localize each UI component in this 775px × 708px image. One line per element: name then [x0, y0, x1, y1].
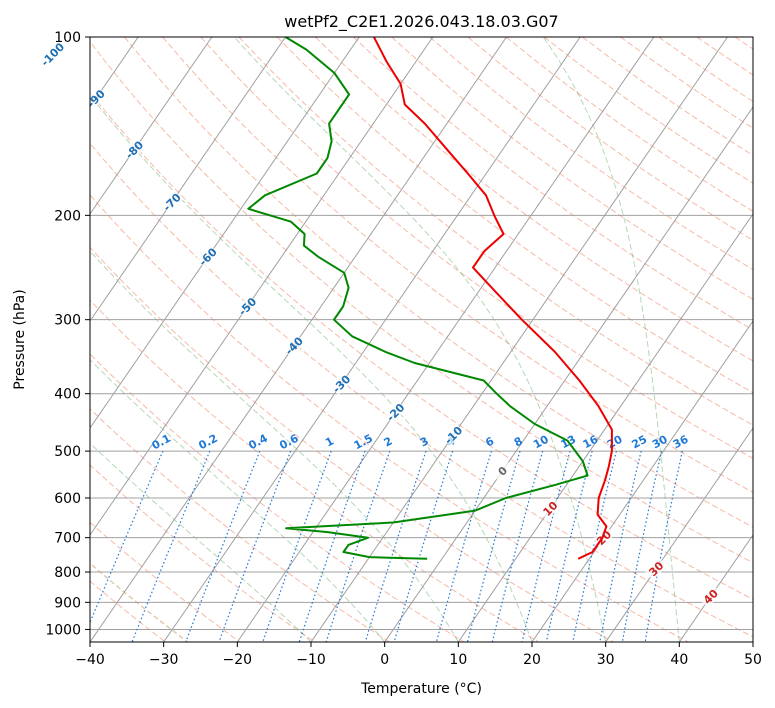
temperature-profile-line [373, 37, 613, 560]
isotherm-line [163, 37, 581, 642]
y-tick-label: 700 [54, 531, 81, 547]
isotherm-line [457, 213, 753, 642]
isotherm-label-bg [698, 584, 722, 608]
mixing-ratio-line [599, 450, 642, 642]
plot-frame [89, 36, 754, 643]
x-tick-label: −30 [149, 652, 179, 668]
isotherm-line [605, 427, 753, 642]
mixing-ratio-line [131, 450, 211, 642]
y-tick-label: 600 [54, 491, 81, 507]
y-tick-label: 200 [54, 208, 81, 224]
dry-adiabat [90, 521, 241, 642]
x-tick-label: −10 [296, 652, 326, 668]
dry-adiabat [90, 142, 753, 638]
y-axis-ticks: 100 200 300 400 500 600 700 800 900 1000 [45, 30, 90, 638]
isotherm-label-bg [195, 244, 220, 269]
x-axis-label: Temperature (°C) [360, 681, 482, 697]
mixing-ratio-label: 16 [581, 433, 601, 452]
dry-adiabat [276, 37, 753, 394]
mixing-ratio-line [491, 450, 544, 642]
mixing-ratio-line [393, 450, 454, 642]
mixing-ratio-line [644, 450, 683, 642]
isotherm-line [310, 37, 728, 642]
mixing-ratio-line [435, 450, 492, 642]
dry-adiabat [90, 299, 540, 642]
y-tick-label: 400 [54, 387, 81, 403]
mixing-ratio-line [185, 450, 261, 642]
x-tick-label: 20 [523, 652, 541, 668]
dry-adiabat [90, 353, 465, 642]
isotherm-label-bg [383, 400, 407, 424]
mixing-ratio-label: 10 [531, 433, 551, 452]
y-tick-label: 900 [54, 595, 81, 611]
x-tick-label: 30 [597, 652, 615, 668]
mixing-ratio-line [466, 450, 521, 642]
isotherm-label-bg [159, 190, 184, 214]
dry-adiabat [90, 408, 390, 642]
isotherm-label-bg [644, 556, 668, 581]
isotherm-label-bg [329, 371, 353, 396]
dewpoint-profile-line [247, 37, 589, 560]
y-tick-label: 500 [54, 444, 81, 460]
mixing-ratio-label: 25 [630, 433, 650, 452]
mixing-ratio-label: 30 [650, 433, 670, 452]
isotherm-label-bg [538, 496, 562, 520]
isotherm-label-bg [235, 294, 259, 318]
dry-adiabat [90, 194, 689, 642]
isotherm-line [236, 37, 655, 642]
x-axis-ticks: −40 −30 −20 −10 0 10 20 30 40 50 [75, 642, 762, 668]
isotherm-line [678, 534, 753, 642]
mixing-ratio-line [621, 450, 663, 642]
mixing-ratio-line [521, 450, 571, 642]
dry-adiabat [90, 580, 166, 642]
moist-adiabat [542, 37, 680, 642]
moist-adiabat [90, 358, 386, 642]
mixing-ratio-line [218, 450, 292, 642]
mixing-ratio-line [572, 450, 617, 642]
dry-adiabat [90, 246, 614, 642]
isotherm-label-bg [281, 333, 306, 358]
y-axis-label: Pressure (hPa) [12, 289, 28, 389]
x-tick-label: 40 [670, 652, 688, 668]
x-tick-label: 50 [744, 652, 762, 668]
isotherm-label-bg [122, 137, 146, 162]
x-tick-label: 10 [449, 652, 467, 668]
isotherm-line [90, 37, 286, 322]
moist-adiabat [90, 250, 459, 642]
x-tick-label: 0 [380, 652, 389, 668]
chart-title: wetPf2_C2E1.2026.043.18.03.G07 [284, 12, 558, 32]
moist-adiabat [233, 37, 607, 642]
dry-adiabat [238, 37, 753, 426]
isotherm-line [90, 37, 213, 215]
y-tick-label: 100 [54, 30, 81, 46]
sounding-profiles [247, 37, 613, 560]
y-tick-label: 800 [54, 565, 81, 581]
mixing-ratio-line [325, 450, 391, 642]
dry-adiabat [200, 37, 753, 459]
isotherm-label-bg [490, 458, 514, 483]
mixing-ratio-labels: 0.10.20.40.611.52346810131620253036 [150, 432, 691, 453]
isotherm-line [90, 37, 434, 536]
isotherm-label-bg [441, 423, 465, 447]
y-tick-label: 1000 [45, 622, 81, 638]
mixing-ratio-line [298, 450, 366, 642]
x-tick-label: −40 [75, 652, 105, 668]
mixing-ratio-line [545, 450, 593, 642]
isotherm-line [90, 37, 360, 429]
x-tick-label: −20 [223, 652, 253, 668]
mixing-ratio-label: 20 [605, 433, 625, 452]
dry-adiabat [162, 37, 753, 493]
isotherm-line [384, 106, 753, 642]
y-tick-label: 300 [54, 313, 81, 329]
mixing-ratio-label: 36 [671, 433, 691, 452]
isotherm-label-bg [40, 42, 64, 66]
